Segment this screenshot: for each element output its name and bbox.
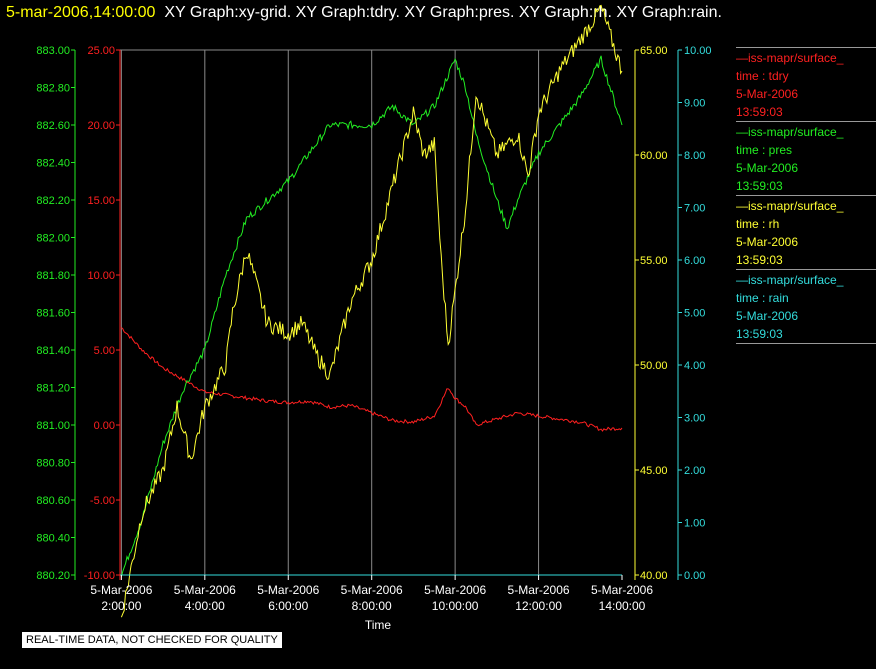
legend-entry: —iss-mapr/surface_time : tdry 5-Mar-2006 1… <box>736 47 876 121</box>
rain-tick-label: 1.00 <box>684 518 705 530</box>
x-tick-time: 8:00:00 <box>352 599 392 613</box>
rain-tick-label: 0.00 <box>684 570 705 582</box>
tdry-tick-label: 5.00 <box>94 345 115 357</box>
x-tick-time: 6:00:00 <box>268 599 308 613</box>
axes: 880.20 880.40 880.60 880.80 881.00 881.20 881.… <box>36 45 711 582</box>
legend-bottom-rule <box>736 343 876 344</box>
pres-tick-label: 883.00 <box>36 45 70 57</box>
rh-tick-label: 45.00 <box>640 465 668 477</box>
data-series <box>120 4 623 618</box>
legend: —iss-mapr/surface_ time : tdry 5-Mar-2006 1… <box>736 47 876 344</box>
tdry-tick-label: -10.00 <box>84 570 115 582</box>
legend-time: 13:59:03 <box>736 179 783 193</box>
tdry-series-line <box>121 327 623 432</box>
legend-date: 5-Mar-2006 <box>736 309 799 323</box>
pres-tick-label: 882.80 <box>36 83 70 95</box>
pres-series-line <box>120 55 623 577</box>
x-tick-date: 5-Mar-2006 <box>341 583 403 597</box>
legend-var: time : tdry <box>736 69 789 83</box>
rh-tick-label: 65.00 <box>640 45 668 57</box>
graph-title-bar: 5-mar-2006,14:00:00 XY Graph:xy-grid. XY… <box>6 4 722 22</box>
legend-date: 5-Mar-2006 <box>736 161 799 175</box>
legend-line: —iss-mapr/surface_ <box>736 51 844 65</box>
legend-var: time : pres <box>736 143 793 157</box>
quality-disclaimer: REAL-TIME DATA, NOT CHECKED FOR QUALITY <box>21 631 283 649</box>
x-tick-time: 14:00:00 <box>599 599 646 613</box>
x-tick-date: 5-Mar-2006 <box>424 583 486 597</box>
legend-time: 13:59:03 <box>736 253 783 267</box>
rh-series-line <box>120 4 623 618</box>
timestamp-label: 5-mar-2006,14:00:00 <box>6 4 156 21</box>
tdry-tick-label: -5.00 <box>90 495 115 507</box>
pres-tick-label: 880.20 <box>36 570 70 582</box>
x-tick-date: 5-Mar-2006 <box>174 583 236 597</box>
rh-tick-label: 55.00 <box>640 255 668 267</box>
legend-line: —iss-mapr/surface_ <box>736 273 844 287</box>
tdry-tick-label: 20.00 <box>87 120 115 132</box>
tdry-tick-label: 0.00 <box>94 420 115 432</box>
x-axis-label: Time <box>365 618 392 632</box>
x-axis-ticks: 5-Mar-2006 2:00:00 5-Mar-2006 4:00:00 5-Mar-… <box>90 575 653 613</box>
legend-date: 5-Mar-2006 <box>736 87 799 101</box>
x-tick-time: 2:00:00 <box>101 599 141 613</box>
rain-tick-label: 10.00 <box>684 45 712 57</box>
legend-time: 13:59:03 <box>736 105 783 119</box>
rain-tick-label: 9.00 <box>684 98 705 110</box>
x-tick-date: 5-Mar-2006 <box>591 583 653 597</box>
rh-tick-label: 60.00 <box>640 150 668 162</box>
x-tick-date: 5-Mar-2006 <box>508 583 570 597</box>
x-tick-time: 4:00:00 <box>185 599 225 613</box>
legend-entry: —iss-mapr/surface_time : pres 5-Mar-2006 1… <box>736 121 876 195</box>
rain-tick-label: 8.00 <box>684 150 705 162</box>
rh-tick-label: 40.00 <box>640 570 668 582</box>
x-tick-time: 10:00:00 <box>432 599 479 613</box>
x-tick-date: 5-Mar-2006 <box>90 583 152 597</box>
pres-tick-label: 881.60 <box>36 308 70 320</box>
pres-tick-label: 880.60 <box>36 495 70 507</box>
pres-tick-label: 881.40 <box>36 345 70 357</box>
tdry-tick-label: 25.00 <box>87 45 115 57</box>
x-tick-date: 5-Mar-2006 <box>257 583 319 597</box>
legend-line: —iss-mapr/surface_ <box>736 199 844 213</box>
tdry-tick-label: 15.00 <box>87 195 115 207</box>
pres-tick-label: 881.20 <box>36 383 70 395</box>
rh-tick-label: 50.00 <box>640 360 668 372</box>
legend-line: —iss-mapr/surface_ <box>736 125 844 139</box>
pres-tick-label: 880.80 <box>36 458 70 470</box>
rain-tick-label: 7.00 <box>684 203 705 215</box>
legend-entry: —iss-mapr/surface_time : rh 5-Mar-2006 13:… <box>736 195 876 269</box>
x-tick-time: 12:00:00 <box>515 599 562 613</box>
pres-tick-label: 882.00 <box>36 233 70 245</box>
graph-list-label: XY Graph:xy-grid. XY Graph:tdry. XY Grap… <box>164 4 722 21</box>
pres-tick-label: 881.80 <box>36 270 70 282</box>
pres-tick-label: 882.20 <box>36 195 70 207</box>
grid-lines <box>120 49 622 575</box>
pres-tick-label: 882.40 <box>36 158 70 170</box>
legend-entry: —iss-mapr/surface_time : rain 5-Mar-2006 1… <box>736 269 876 343</box>
legend-var: time : rh <box>736 217 780 231</box>
legend-date: 5-Mar-2006 <box>736 235 799 249</box>
pres-tick-label: 881.00 <box>36 420 70 432</box>
legend-var: time : rain <box>736 291 789 305</box>
pres-tick-label: 882.60 <box>36 120 70 132</box>
rain-tick-label: 4.00 <box>684 360 705 372</box>
legend-time: 13:59:03 <box>736 327 783 341</box>
rain-tick-label: 5.00 <box>684 308 705 320</box>
tdry-tick-label: 10.00 <box>87 270 115 282</box>
rain-tick-label: 2.00 <box>684 465 705 477</box>
rain-tick-label: 3.00 <box>684 413 705 425</box>
rain-tick-label: 6.00 <box>684 255 705 267</box>
pres-tick-label: 880.40 <box>36 533 70 545</box>
